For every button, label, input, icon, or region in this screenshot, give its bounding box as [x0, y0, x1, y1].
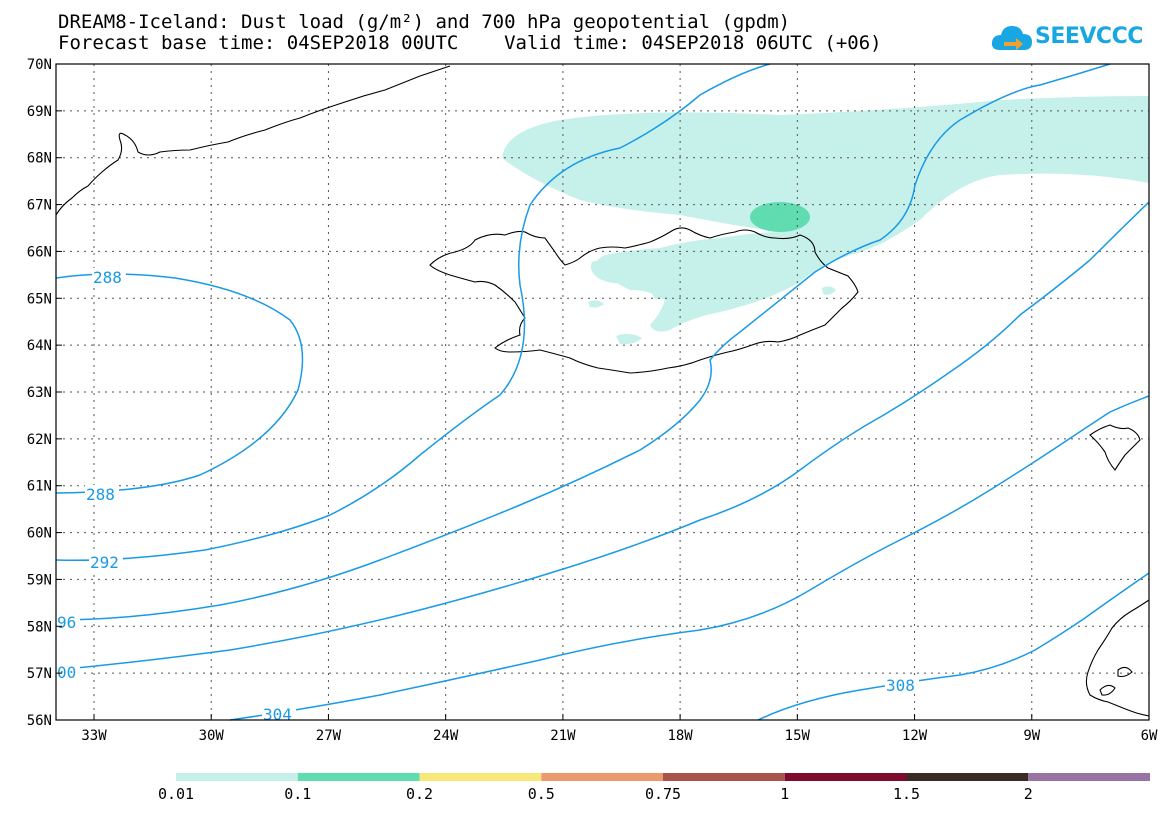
dust-area-main [502, 96, 1149, 332]
lat-tick-label: 60N [27, 526, 52, 542]
contour-label: 00 [57, 663, 76, 682]
lat-tick-label: 56N [27, 713, 52, 729]
colorbar-label: 2 [1024, 785, 1033, 803]
lat-tick-label: 69N [27, 104, 52, 120]
colorbar-swatch [419, 773, 542, 781]
colorbar-label: 0.01 [158, 785, 194, 803]
dust-area-patch-3 [588, 300, 604, 308]
lat-tick-label: 67N [27, 198, 52, 214]
contour-304 [229, 395, 1150, 721]
coastlines [55, 65, 1150, 717]
lon-tick-label: 9W [1023, 728, 1040, 744]
contour-labels: 288 288 292 96 00 304 308 [56, 268, 919, 724]
contour-308 [757, 572, 1150, 721]
lat-tick-label: 64N [27, 338, 52, 354]
graticule [56, 64, 1149, 720]
contour-label: 308 [886, 676, 915, 695]
lon-tick-label: 24W [433, 728, 459, 744]
seevccc-logo: SEEVCCC [990, 18, 1143, 58]
colorbar-swatch [297, 773, 420, 781]
colorbar-label: 0.1 [284, 785, 311, 803]
scotland-islands [1099, 666, 1133, 696]
colorbar-swatch [784, 773, 907, 781]
colorbar-label: 0.5 [528, 785, 555, 803]
contour-300 [55, 201, 1150, 671]
dust-area-patch-4 [616, 333, 642, 345]
iceland-coast [429, 227, 859, 374]
lon-tick-label: 30W [199, 728, 225, 744]
contour-296 [55, 63, 1111, 621]
lon-tick-label: 33W [81, 728, 107, 744]
lat-tick-label: 65N [27, 291, 52, 307]
contour-292 [55, 63, 771, 562]
contour-288 [55, 273, 304, 494]
colorbar-swatch [906, 773, 1029, 781]
colorbar-label: 1 [780, 785, 789, 803]
lat-tick-label: 57N [27, 666, 52, 682]
dust-area-patch-1 [590, 259, 634, 284]
dust-area-patch-5 [822, 286, 836, 295]
lon-tick-label: 6W [1141, 728, 1158, 744]
map-subtitle: Forecast base time: 04SEP2018 00UTC Vali… [58, 32, 882, 54]
lon-tick-label: 18W [667, 728, 693, 744]
geopotential-contours [55, 63, 1150, 721]
lon-tick-label: 12W [902, 728, 928, 744]
contour-label: 96 [57, 613, 76, 632]
longitude-axis: 33W 30W 27W 24W 21W 18W 15W 12W 9W 6W [81, 714, 1158, 744]
contour-label: 288 [86, 485, 115, 504]
dust-area-patch-2 [650, 287, 672, 300]
lat-tick-label: 59N [27, 572, 52, 588]
dust-load-layer [502, 96, 1149, 345]
colorbar: 0.01 0.1 0.2 0.5 0.75 1 1.5 2 [158, 773, 1150, 803]
logo-text: SEEVCCC [1035, 24, 1143, 49]
cloud-arrow-icon [991, 26, 1032, 50]
lat-tick-label: 68N [27, 151, 52, 167]
scotland-coast [1085, 599, 1150, 717]
contour-label: 304 [263, 705, 292, 724]
map-title: DREAM8-Iceland: Dust load (g/m²) and 700… [58, 11, 791, 33]
lon-tick-label: 21W [550, 728, 576, 744]
lat-tick-label: 62N [27, 432, 52, 448]
contour-label: 292 [90, 553, 119, 572]
colorbar-swatch [176, 773, 298, 781]
dust-area-high [750, 202, 810, 232]
greenland-coast [55, 65, 451, 216]
lat-tick-label: 70N [27, 57, 52, 73]
lat-tick-label: 66N [27, 244, 52, 260]
lat-tick-label: 63N [27, 385, 52, 401]
lon-tick-label: 27W [316, 728, 342, 744]
colorbar-label: 0.75 [645, 785, 681, 803]
lat-tick-label: 61N [27, 479, 52, 495]
lat-tick-label: 58N [27, 619, 52, 635]
colorbar-label: 0.2 [406, 785, 433, 803]
colorbar-swatch [663, 773, 785, 781]
latitude-axis: 56N 57N 58N 59N 60N 61N 62N 63N 64N 65N 66N 67N 68N 6… [27, 57, 62, 729]
contour-label: 288 [93, 268, 122, 287]
faroe-coast [1089, 424, 1141, 471]
colorbar-swatch [541, 773, 663, 781]
lon-tick-label: 15W [785, 728, 811, 744]
colorbar-label: 1.5 [893, 785, 920, 803]
colorbar-swatch [1028, 773, 1150, 781]
